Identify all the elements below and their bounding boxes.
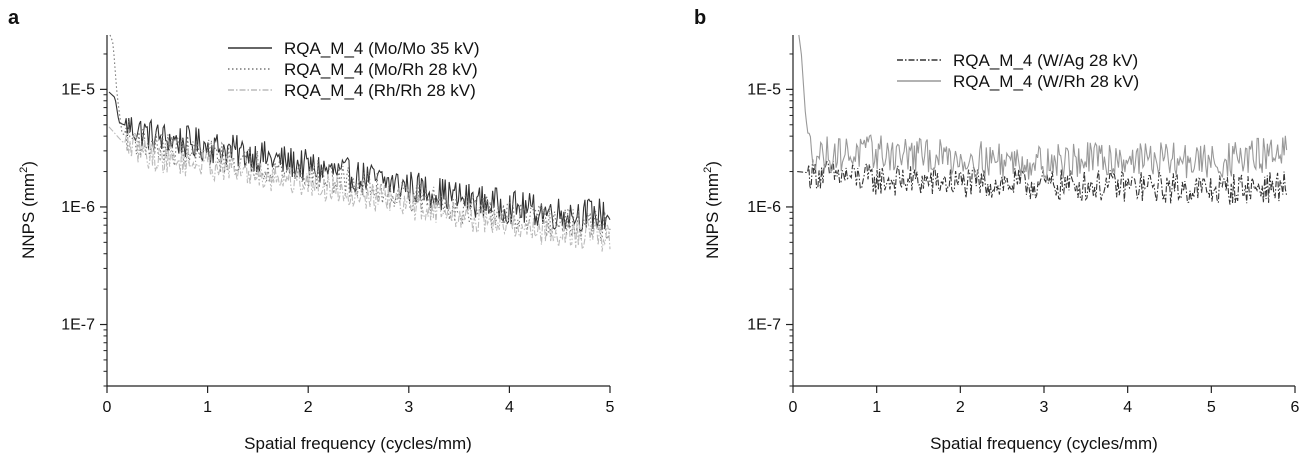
series-line (797, 159, 1288, 205)
y-tick-label: 1E-7 (61, 317, 95, 334)
x-tick-label: 1 (203, 399, 212, 416)
chart-panel-a: 0 1 2 3 4 5 1E-5 1E-6 1E-7 Spatial frequency (c… (18, 34, 615, 453)
series-line (108, 126, 611, 252)
series-line (798, 34, 1288, 181)
x-axis-label: Spatial frequency (cycles/mm) (930, 434, 1158, 453)
y-tick-label: 1E-6 (61, 199, 95, 216)
legend-label: RQA_M_4 (Rh/Rh 28 kV) (284, 81, 476, 100)
x-ticks: 0 1 2 3 4 5 6 (789, 386, 1300, 416)
x-tick-label: 3 (1040, 399, 1049, 416)
panel-letter-b: b (694, 7, 706, 29)
legend: RQA_M_4 (W/Ag 28 kV) RQA_M_4 (W/Rh 28 kV) (897, 51, 1139, 91)
x-tick-label: 0 (103, 399, 112, 416)
x-tick-label: 4 (1123, 399, 1132, 416)
legend-label: RQA_M_4 (Mo/Mo 35 kV) (284, 39, 480, 58)
x-tick-label: 2 (956, 399, 965, 416)
x-tick-label: 0 (789, 399, 798, 416)
legend-label: RQA_M_4 (W/Rh 28 kV) (953, 72, 1139, 91)
x-tick-label: 5 (1207, 399, 1216, 416)
x-ticks: 0 1 2 3 4 5 (103, 386, 615, 416)
y-tick-label: 1E-5 (747, 81, 781, 98)
y-axis-label: NNPS (mm2) (18, 161, 38, 259)
y-tick-label: 1E-6 (747, 199, 781, 216)
x-axis-label: Spatial frequency (cycles/mm) (244, 434, 472, 453)
x-tick-label: 3 (404, 399, 413, 416)
panel-letter-a: a (8, 7, 20, 29)
y-ticks: 1E-5 1E-6 1E-7 (61, 53, 107, 387)
x-tick-label: 2 (304, 399, 313, 416)
legend: RQA_M_4 (Mo/Mo 35 kV) RQA_M_4 (Mo/Rh 28 k… (228, 39, 480, 100)
y-ticks: 1E-5 1E-6 1E-7 (747, 53, 793, 387)
legend-label: RQA_M_4 (W/Ag 28 kV) (953, 51, 1138, 70)
y-tick-label: 1E-5 (61, 81, 95, 98)
legend-label: RQA_M_4 (Mo/Rh 28 kV) (284, 60, 478, 79)
y-tick-label: 1E-7 (747, 317, 781, 334)
chart-panel-b: 0 1 2 3 4 5 6 1E-5 1E-6 1E-7 Spatial frequency (… (702, 34, 1300, 453)
series-line (108, 91, 611, 232)
x-tick-label: 1 (872, 399, 881, 416)
x-tick-label: 5 (606, 399, 615, 416)
y-axis-label: NNPS (mm2) (702, 161, 722, 259)
series-group (797, 34, 1288, 205)
x-tick-label: 6 (1291, 399, 1300, 416)
series-group (108, 34, 611, 252)
x-tick-label: 4 (505, 399, 514, 416)
